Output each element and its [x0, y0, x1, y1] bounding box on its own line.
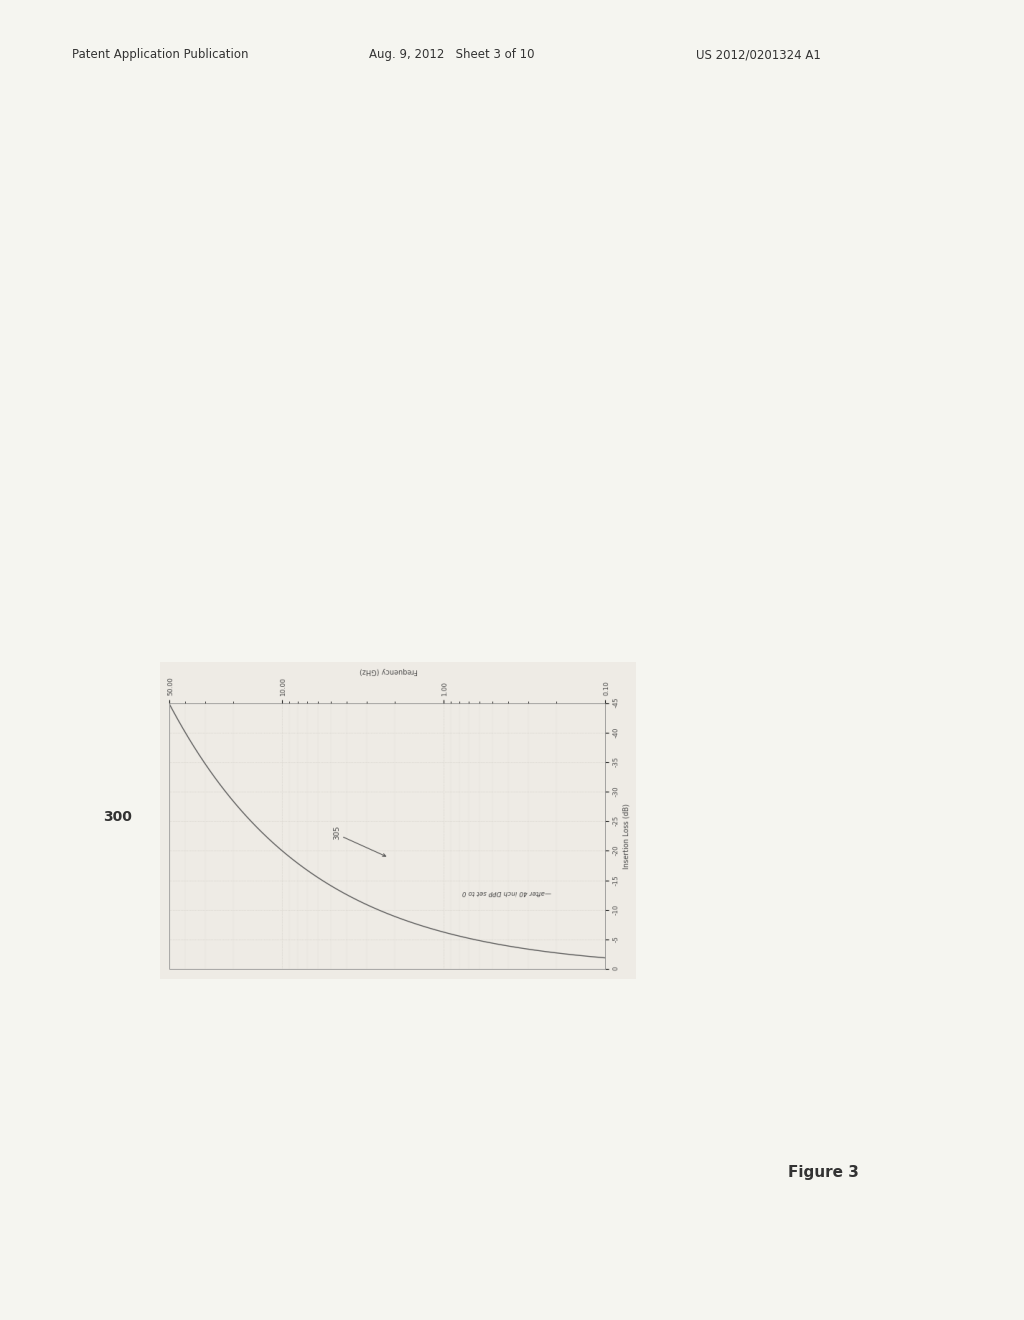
- Text: US 2012/0201324 A1: US 2012/0201324 A1: [696, 48, 821, 61]
- Text: Figure 3: Figure 3: [788, 1166, 859, 1180]
- Text: Patent Application Publication: Patent Application Publication: [72, 48, 248, 61]
- Text: 300: 300: [103, 810, 132, 824]
- Text: Aug. 9, 2012   Sheet 3 of 10: Aug. 9, 2012 Sheet 3 of 10: [369, 48, 535, 61]
